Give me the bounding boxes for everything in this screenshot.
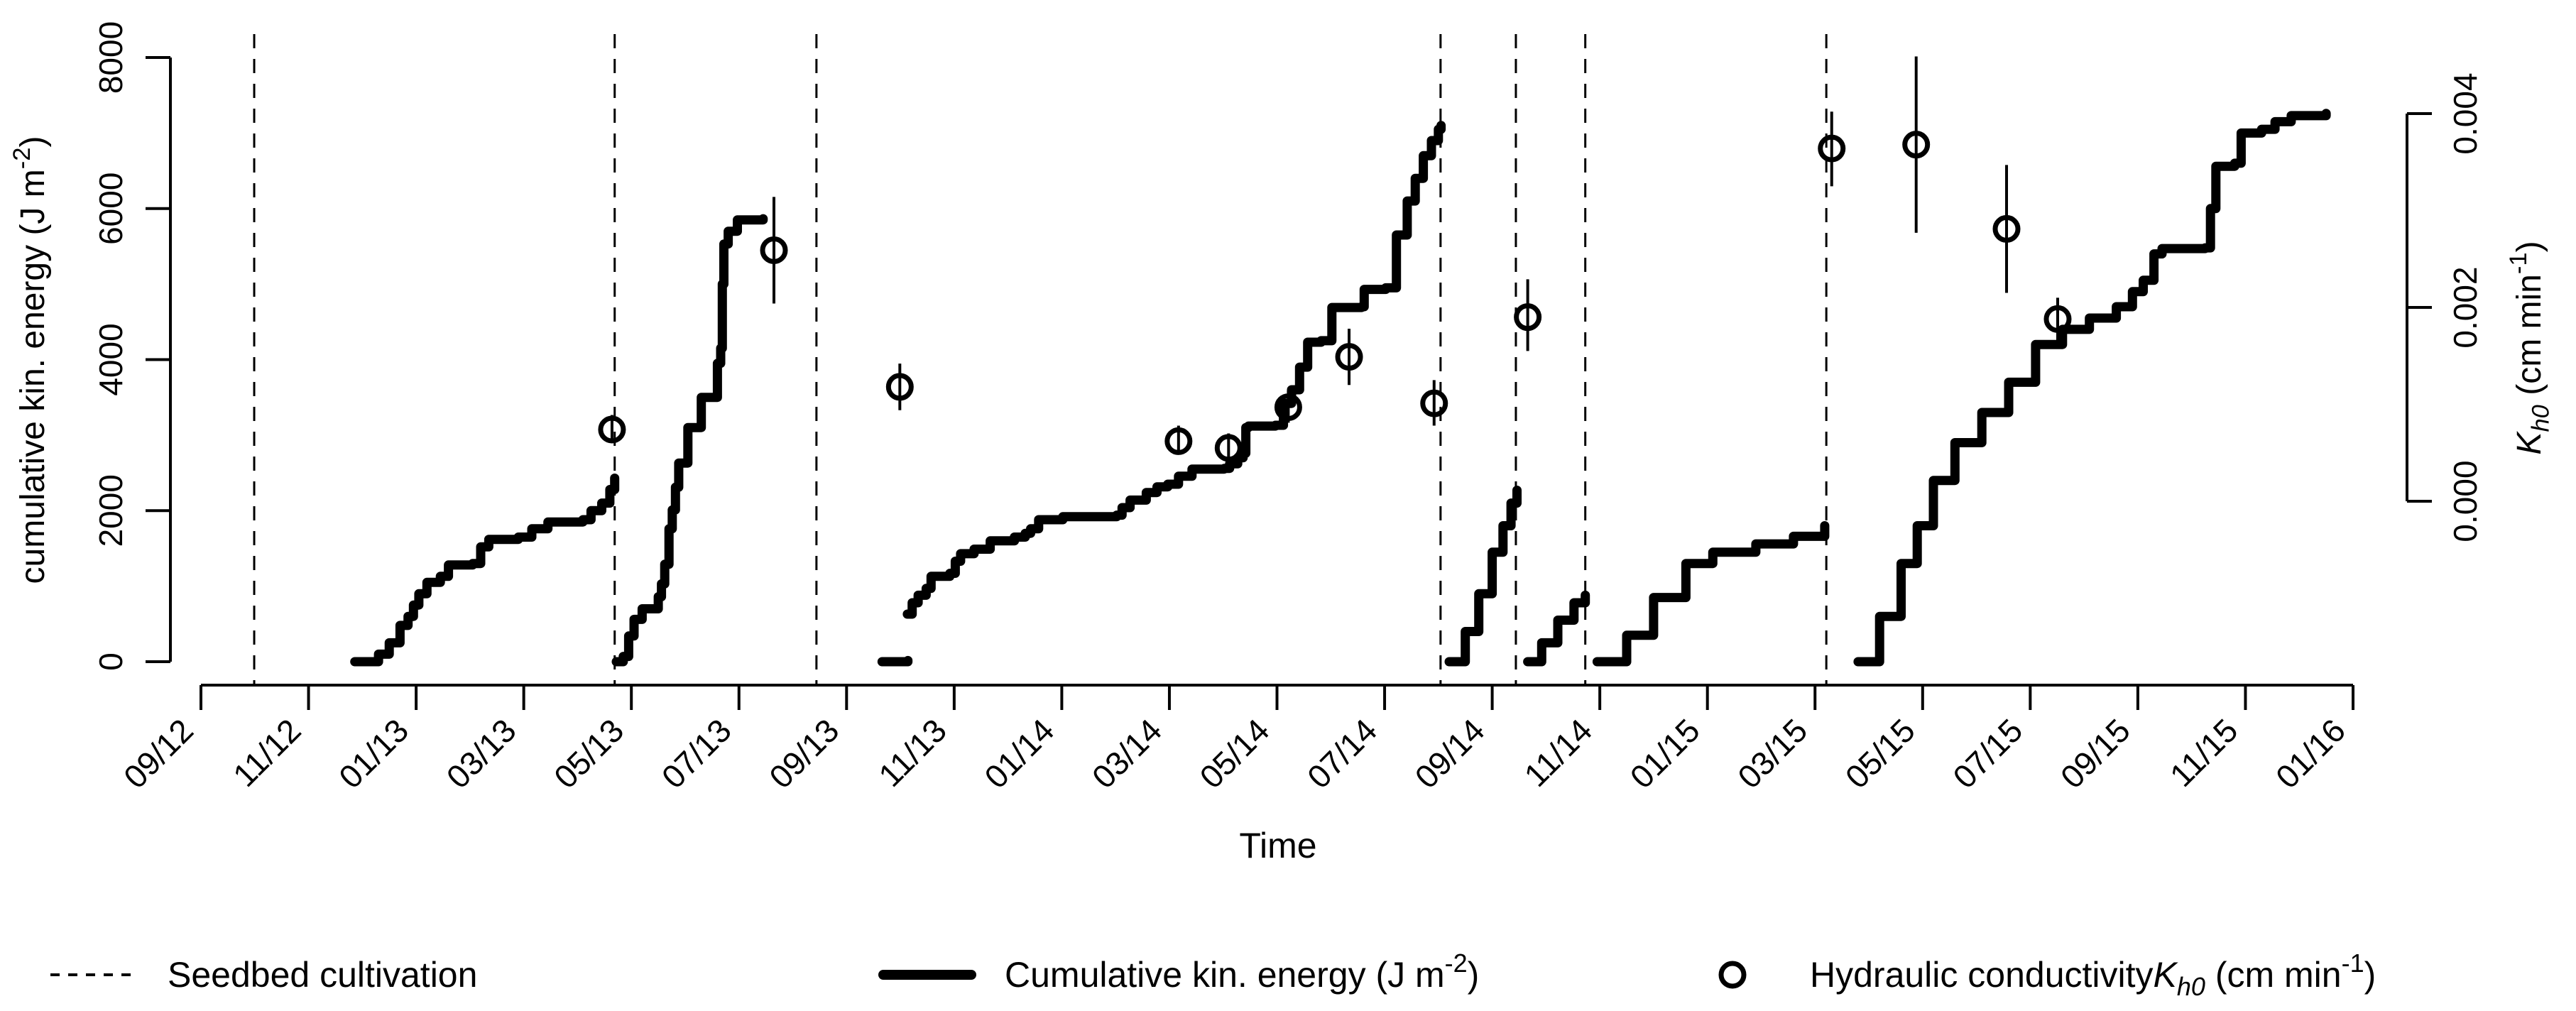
seedbed-cultivation-lines: [253, 34, 1828, 685]
x-tick-label: 09/13: [762, 711, 846, 795]
conductivity-point: [1514, 279, 1542, 351]
y-left-title: cumulative kin. energy (J m-2): [9, 136, 52, 584]
energy-curves: [350, 109, 2331, 667]
conductivity-circle: [1514, 303, 1542, 332]
x-tick-label: 03/14: [1085, 711, 1169, 795]
legend-item-conductivity: Hydraulic conductivityKh0 (cm min-1): [1718, 949, 2376, 1001]
legend-label-energy: Cumulative kin. energy (J m-2): [1005, 949, 1479, 995]
conductivity-points: [598, 56, 2072, 466]
y-right-title: Kh0 (cm min-1): [2505, 241, 2555, 454]
conductivity-circle: [885, 373, 914, 401]
y-right-tick-label: 0.000: [2447, 460, 2484, 542]
conductivity-point: [1335, 329, 1363, 386]
y-left-tick-label: 8000: [92, 21, 129, 94]
x-tick-label: 11/15: [2163, 711, 2245, 794]
legend-item-seedbed: Seedbed cultivation: [50, 955, 477, 995]
energy-curve-segment: [1523, 590, 1590, 667]
energy-curve-segment: [877, 655, 913, 667]
conductivity-point: [1420, 380, 1448, 426]
legend-label-seedbed: Seedbed cultivation: [168, 955, 477, 995]
energy-curve-segment: [1444, 486, 1522, 667]
y-left-tick-label: 4000: [92, 323, 129, 395]
y-axis-left: 0 2000 4000 6000 8000 cumulative kin. energy …: [9, 21, 172, 671]
x-tick-label: 11/12: [226, 711, 308, 794]
legend-label-conductivity: Hydraulic conductivityKh0 (cm min-1): [1810, 949, 2376, 1001]
y-left-tick-label: 0: [92, 652, 129, 671]
conductivity-point: [1164, 425, 1193, 455]
conductivity-circle: [1214, 434, 1243, 462]
conductivity-point: [1818, 111, 1846, 187]
legend: Seedbed cultivation Cumulative kin. energ…: [50, 949, 2376, 1001]
x-tick-label: 05/14: [1192, 711, 1276, 795]
x-tick-label: 05/13: [547, 711, 631, 795]
y-right-tick-label: 0.002: [2447, 266, 2484, 348]
x-tick-label: 09/14: [1407, 711, 1491, 795]
x-axis: 09/12 11/12 01/13 03/13 05/13 07/13 09/13 11/13…: [116, 684, 2354, 865]
x-tick-label: 07/13: [655, 711, 738, 795]
x-tick-label: 09/15: [2053, 711, 2137, 795]
energy-curve-segment: [611, 214, 768, 667]
conductivity-circle: [1992, 214, 2021, 243]
conductivity-circle: [1818, 134, 1846, 163]
conductivity-circle: [1420, 389, 1448, 417]
x-tick-label: 01/13: [332, 711, 415, 795]
energy-curve-segment: [350, 474, 620, 667]
y-left-tick-label: 6000: [92, 173, 129, 245]
conductivity-circle: [1902, 131, 1931, 159]
x-tick-label: 03/13: [440, 711, 523, 795]
conductivity-point: [760, 197, 788, 304]
conductivity-circle: [1164, 427, 1193, 455]
conductivity-point: [1274, 390, 1302, 423]
y-axis-right: 0.000 0.002 0.004 Kh0 (cm min-1): [2406, 72, 2555, 542]
energy-curve-segment: [902, 121, 1446, 619]
legend-item-energy: Cumulative kin. energy (J m-2): [878, 949, 1479, 995]
conductivity-point: [1902, 56, 1931, 233]
energy-curve-segment: [1592, 521, 1830, 667]
conductivity-circle: [598, 415, 626, 444]
legend-circle-sample: [1718, 961, 1747, 989]
x-tick-label: 11/13: [871, 711, 954, 794]
x-tick-label: 01/16: [2269, 711, 2352, 795]
x-axis-title: Time: [1239, 826, 1316, 865]
conductivity-circle: [1274, 393, 1302, 422]
conductivity-point: [1214, 433, 1243, 466]
energy-curve-segment: [1853, 109, 2331, 667]
conductivity-circle: [1335, 343, 1363, 371]
x-tick-label: 05/15: [1838, 711, 1922, 795]
y-right-tick-label: 0.004: [2447, 72, 2484, 154]
x-tick-label: 01/14: [977, 711, 1061, 795]
x-tick-label: 09/12: [116, 711, 200, 795]
conductivity-point: [598, 415, 626, 444]
x-tick-label: 07/15: [1945, 711, 2029, 795]
x-tick-label: 03/15: [1730, 711, 1814, 795]
conductivity-circle: [2043, 305, 2072, 333]
x-tick-label: 07/14: [1300, 711, 1384, 795]
conductivity-circle: [760, 236, 788, 264]
x-tick-label: 11/14: [1517, 711, 1599, 794]
conductivity-point: [885, 364, 914, 410]
y-left-tick-label: 2000: [92, 474, 129, 547]
x-tick-label: 01/15: [1623, 711, 1707, 795]
conductivity-point: [1992, 165, 2021, 293]
conductivity-point: [2043, 297, 2072, 341]
